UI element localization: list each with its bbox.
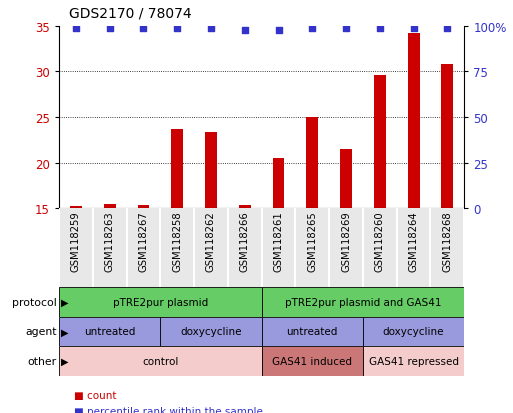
Text: GSM118258: GSM118258 xyxy=(172,211,182,271)
Bar xyxy=(239,206,251,209)
Bar xyxy=(306,118,318,209)
Point xyxy=(140,25,148,32)
Text: pTRE2pur plasmid: pTRE2pur plasmid xyxy=(113,297,208,307)
Point xyxy=(106,25,114,32)
Text: ■ count: ■ count xyxy=(74,390,117,400)
Text: GSM118262: GSM118262 xyxy=(206,211,216,271)
Bar xyxy=(262,347,363,376)
Bar xyxy=(104,204,115,209)
Bar xyxy=(59,347,262,376)
Point xyxy=(443,25,451,32)
Bar xyxy=(59,287,262,317)
Text: GSM118263: GSM118263 xyxy=(105,211,114,271)
Bar xyxy=(171,130,183,209)
Text: pTRE2pur plasmid and GAS41: pTRE2pur plasmid and GAS41 xyxy=(285,297,441,307)
Text: GSM118266: GSM118266 xyxy=(240,211,250,271)
Bar xyxy=(205,132,217,209)
Text: doxycycline: doxycycline xyxy=(180,327,242,337)
Text: ▶: ▶ xyxy=(61,297,68,307)
Text: GSM118260: GSM118260 xyxy=(375,211,385,271)
Text: GSM118261: GSM118261 xyxy=(273,211,284,271)
Bar xyxy=(59,317,160,347)
Point xyxy=(207,25,215,32)
Text: ▶: ▶ xyxy=(61,356,68,366)
Text: protocol: protocol xyxy=(12,297,56,307)
Text: GAS41 repressed: GAS41 repressed xyxy=(369,356,459,366)
Bar xyxy=(160,317,262,347)
Point xyxy=(376,25,384,32)
Point xyxy=(308,25,317,32)
Text: GSM118264: GSM118264 xyxy=(409,211,419,271)
Point xyxy=(72,25,80,32)
Text: untreated: untreated xyxy=(287,327,338,337)
Text: GSM118265: GSM118265 xyxy=(307,211,317,271)
Bar xyxy=(363,347,464,376)
Text: doxycycline: doxycycline xyxy=(383,327,444,337)
Text: GAS41 induced: GAS41 induced xyxy=(272,356,352,366)
Bar xyxy=(137,206,149,209)
Text: control: control xyxy=(142,356,179,366)
Text: untreated: untreated xyxy=(84,327,135,337)
Text: agent: agent xyxy=(25,327,56,337)
Text: GSM118259: GSM118259 xyxy=(71,211,81,271)
Text: ■ percentile rank within the sample: ■ percentile rank within the sample xyxy=(74,406,263,413)
Bar xyxy=(272,159,284,209)
Point xyxy=(241,27,249,34)
Text: ▶: ▶ xyxy=(61,327,68,337)
Text: other: other xyxy=(27,356,56,366)
Bar xyxy=(408,34,420,209)
Bar xyxy=(262,287,464,317)
Text: GSM118267: GSM118267 xyxy=(139,211,148,271)
Point xyxy=(409,25,418,32)
Text: GSM118269: GSM118269 xyxy=(341,211,351,271)
Point xyxy=(173,25,181,32)
Bar xyxy=(70,207,82,209)
Bar xyxy=(340,150,352,209)
Bar xyxy=(363,317,464,347)
Text: GDS2170 / 78074: GDS2170 / 78074 xyxy=(69,7,192,21)
Point xyxy=(274,27,283,34)
Bar xyxy=(374,76,386,209)
Text: GSM118268: GSM118268 xyxy=(442,211,452,271)
Point xyxy=(342,25,350,32)
Bar xyxy=(442,65,453,209)
Bar xyxy=(262,317,363,347)
